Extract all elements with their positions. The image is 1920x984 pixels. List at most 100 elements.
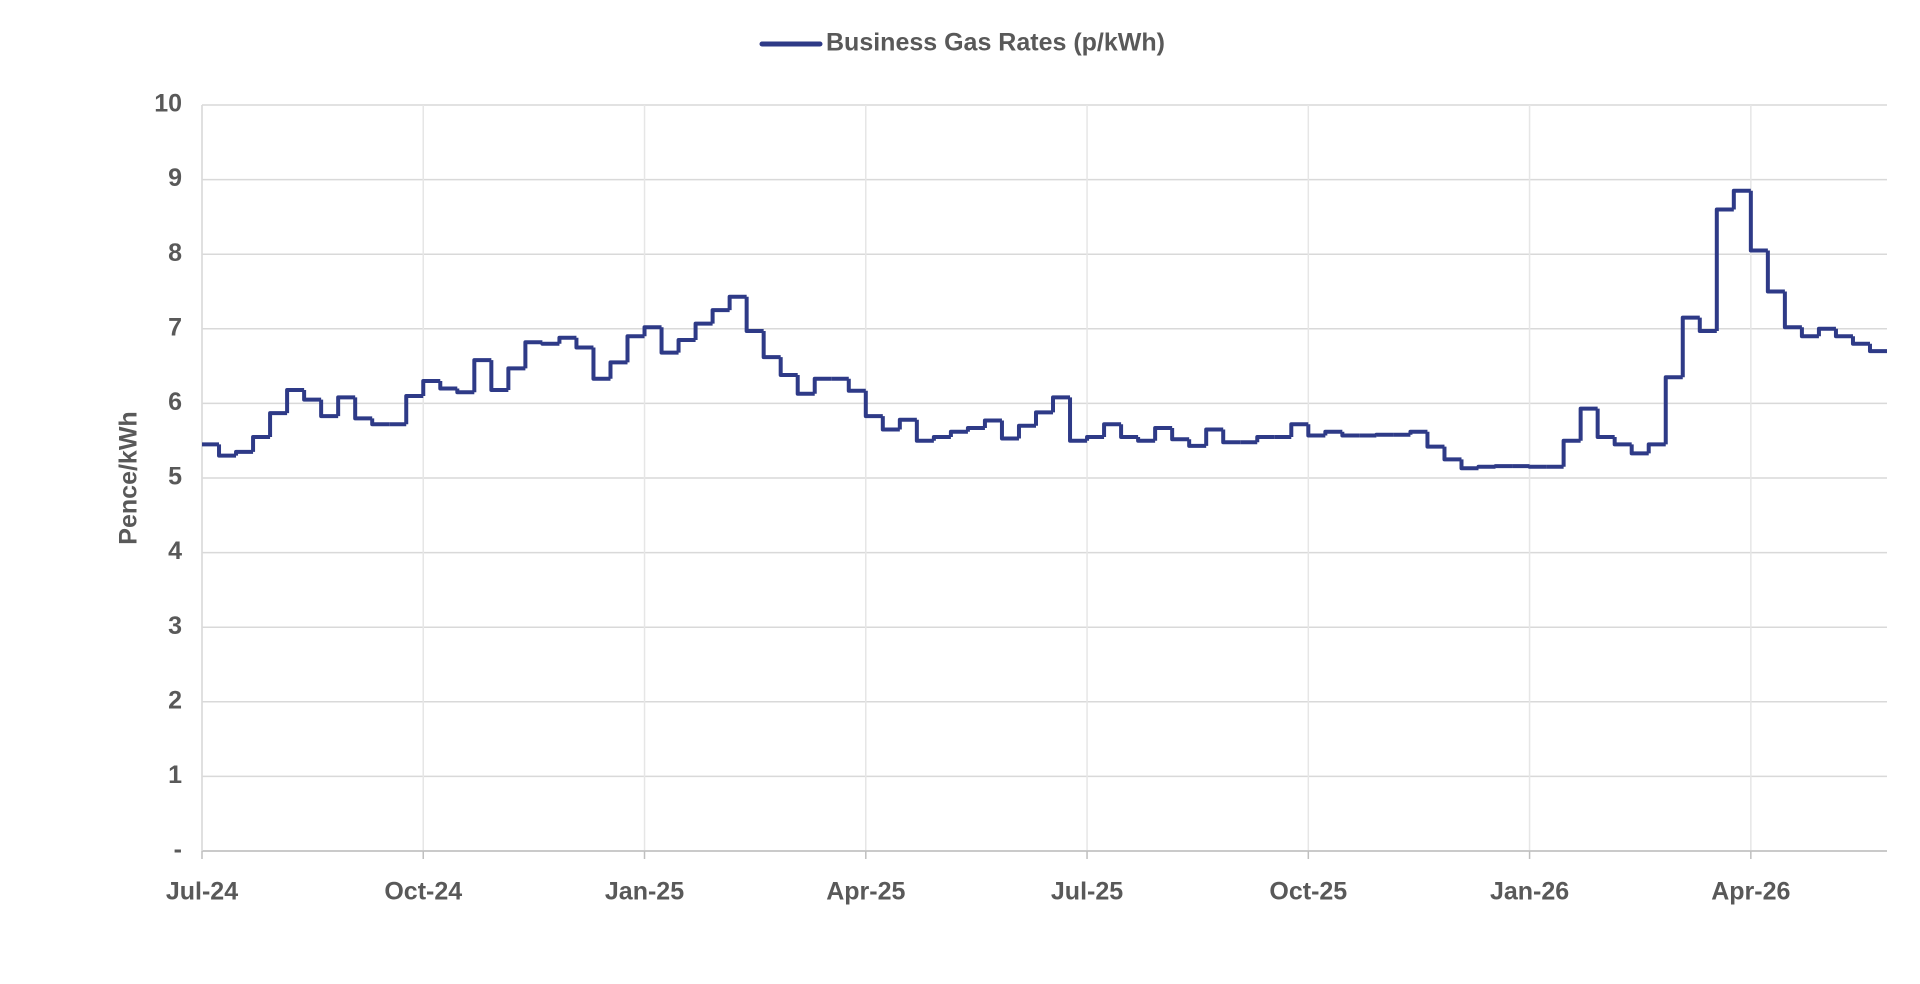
line-step [421, 379, 441, 396]
line-step [404, 393, 424, 425]
y-tick-label: 7 [168, 313, 182, 341]
line-step [268, 411, 288, 437]
y-axis-label: Pence/kWh [115, 411, 143, 544]
line-step [608, 360, 628, 379]
line-step [319, 399, 339, 419]
line-step [285, 387, 305, 414]
line-step [982, 418, 1002, 429]
x-tick-label: Apr-26 [1711, 878, 1790, 906]
line-step [1476, 464, 1496, 469]
line-step [1629, 444, 1649, 456]
line-step [999, 420, 1019, 441]
line-step [1136, 436, 1156, 443]
line-step [863, 390, 883, 419]
line-step [1697, 317, 1717, 334]
line-step [897, 417, 917, 430]
line-step [1765, 250, 1785, 294]
line-step [761, 331, 781, 360]
line-step [1306, 424, 1326, 438]
line-step [744, 296, 764, 334]
line-step [1153, 426, 1173, 441]
line-step [234, 449, 254, 456]
y-tick-label: 6 [168, 388, 182, 416]
line-step [880, 416, 900, 432]
y-tick-label: - [174, 836, 182, 864]
x-tick-label: Jan-25 [605, 878, 684, 906]
y-tick-label: 1 [168, 761, 182, 789]
line-step [1102, 422, 1122, 437]
line-step [506, 366, 526, 390]
line-step [727, 294, 747, 311]
line-step [1731, 188, 1751, 210]
line-step [217, 444, 237, 458]
line-step [1561, 438, 1581, 467]
line-step [455, 388, 475, 395]
line-step [1170, 428, 1190, 442]
line-step [931, 434, 951, 441]
line-step [302, 389, 322, 402]
y-tick-label: 5 [168, 463, 182, 491]
line-step [1119, 424, 1139, 439]
line-step [1408, 429, 1428, 435]
line-step [1323, 429, 1343, 436]
line-step [642, 325, 662, 337]
line-step [1459, 459, 1479, 471]
line-step [591, 347, 611, 381]
line-step [812, 376, 832, 394]
line-step [1033, 410, 1054, 426]
line-step [251, 434, 271, 452]
line-step [1442, 446, 1462, 462]
line-step [676, 337, 696, 353]
y-tick-label: 8 [168, 239, 182, 267]
line-step [846, 378, 866, 393]
y-tick-label: 4 [168, 537, 182, 565]
line-step [336, 395, 356, 417]
line-step [1085, 434, 1105, 441]
line-step [693, 321, 713, 340]
line-step [1680, 315, 1700, 378]
line-step [1663, 375, 1683, 445]
line-step [625, 334, 645, 363]
line-step [710, 308, 730, 324]
line-step [574, 337, 594, 350]
line-step [1255, 434, 1275, 443]
line-step [1051, 395, 1071, 413]
line-step [1816, 326, 1836, 337]
line-step [353, 397, 373, 421]
line-step [1833, 328, 1853, 339]
line-step [1595, 408, 1615, 439]
line-step [1425, 431, 1445, 449]
line-step [1340, 431, 1360, 438]
line-step [489, 360, 509, 392]
line-step [1799, 327, 1819, 339]
y-tick-label: 9 [168, 164, 182, 192]
line-step [948, 429, 968, 437]
line-step [540, 341, 560, 346]
line-step [1578, 406, 1598, 441]
line-step [438, 381, 458, 391]
legend-label: Business Gas Rates (p/kWh) [826, 29, 1165, 57]
line-step [1782, 291, 1802, 330]
line-step [965, 426, 985, 432]
x-tick-label: Jan-26 [1490, 878, 1569, 906]
line-step [1289, 422, 1309, 437]
x-tick-label: Apr-25 [826, 878, 905, 906]
x-tick-label: Oct-24 [384, 878, 462, 906]
line-step [1850, 336, 1870, 346]
line-step [1204, 427, 1224, 446]
line-step [472, 358, 492, 393]
line-step [1493, 464, 1513, 469]
line-step [1527, 464, 1547, 469]
line-step [1612, 436, 1632, 447]
line-step [795, 375, 815, 396]
line-step [1221, 429, 1241, 445]
line-step [659, 327, 679, 355]
line-step [1374, 432, 1394, 437]
line-step [523, 340, 543, 369]
line-step [1867, 343, 1887, 354]
line-step [1016, 423, 1036, 439]
line-step [1714, 207, 1734, 332]
line-step [1068, 397, 1088, 443]
